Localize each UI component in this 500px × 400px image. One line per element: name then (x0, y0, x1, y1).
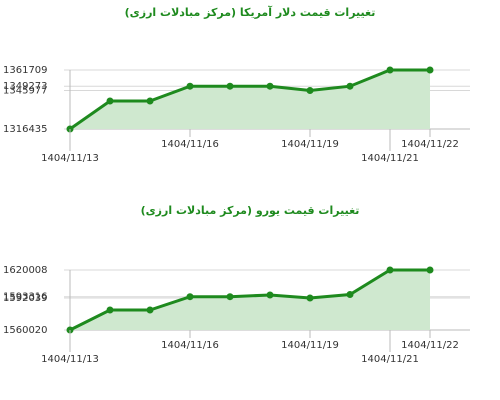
point (426, 66, 434, 74)
line (69, 268, 430, 332)
y-tick-label: 1592039 (3, 293, 48, 304)
area (70, 270, 430, 330)
y-tick-label: 1316435 (3, 124, 48, 135)
point (226, 293, 234, 301)
point (106, 97, 114, 105)
y-tick-label: 1593316 (3, 292, 48, 303)
y-tick-label: 1361709 (3, 65, 48, 76)
y-tick-label: 1560020 (3, 325, 48, 336)
point (346, 291, 354, 299)
point (266, 291, 274, 299)
x-tick-label: 1404/11/16 (161, 340, 219, 351)
chart-title: تغییرات قیمت دلار آمریکا (مرکز مبادلات ا… (125, 5, 376, 19)
point (146, 97, 154, 105)
x-tick-label: 1404/11/21 (361, 354, 419, 365)
y-tick-label: 1349273 (3, 81, 48, 92)
point (186, 293, 194, 301)
point (306, 294, 314, 302)
point (386, 266, 394, 274)
x-tick-label: 1404/11/13 (41, 354, 99, 365)
x-tick-label: 1404/11/19 (281, 139, 339, 150)
x-tick-label: 1404/11/22 (401, 139, 459, 150)
point (266, 82, 274, 90)
point (346, 82, 354, 90)
point (386, 66, 394, 74)
y-tick-label: 1345977 (3, 86, 48, 97)
chart-title: تغییرات قیمت یورو (مرکز مبادلات ارزی) (141, 204, 360, 217)
point (146, 306, 154, 314)
point (426, 266, 434, 274)
area (70, 70, 430, 129)
x-tick-label: 1404/11/21 (361, 153, 419, 164)
point (106, 306, 114, 314)
point (306, 87, 314, 95)
x-tick-label: 1404/11/22 (401, 340, 459, 351)
y-tick-label: 1620008 (3, 265, 48, 276)
x-tick-label: 1404/11/19 (281, 340, 339, 351)
point (226, 82, 234, 90)
x-tick-label: 1404/11/16 (161, 139, 219, 150)
line (69, 68, 430, 131)
x-tick-label: 1404/11/13 (41, 153, 99, 164)
point (186, 82, 194, 90)
